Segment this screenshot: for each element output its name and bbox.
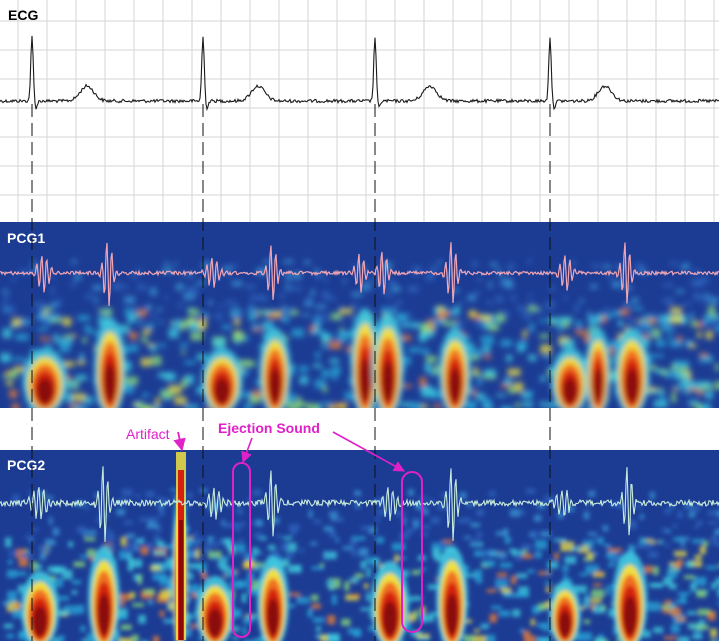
ecg-label: ECG bbox=[8, 7, 38, 23]
artifact-arrow bbox=[173, 431, 186, 452]
ecg-grid bbox=[0, 0, 719, 222]
ejection-arrow-left bbox=[241, 437, 253, 464]
pcg2-panel: PCG2 bbox=[0, 450, 719, 641]
ejection-arrow-right bbox=[332, 431, 405, 472]
pcg1-panel: PCG1 bbox=[0, 222, 719, 408]
ecg-trace bbox=[0, 35, 719, 112]
r-peak-markers bbox=[31, 104, 551, 641]
pcg2-waveform bbox=[0, 466, 719, 542]
pcg1-waveform bbox=[0, 242, 719, 307]
ejection-sound-marker-2 bbox=[401, 471, 423, 633]
ecg-panel: ECG bbox=[0, 0, 719, 222]
artifact-annotation: Artifact bbox=[126, 426, 170, 442]
pcg1-spectrogram bbox=[0, 259, 719, 408]
ejection-sound-annotation: Ejection Sound bbox=[218, 420, 320, 436]
pcg1-label: PCG1 bbox=[7, 230, 45, 246]
annotations: Artifact Ejection Sound bbox=[126, 420, 423, 638]
ejection-sound-marker-1 bbox=[232, 462, 251, 638]
pcg2-label: PCG2 bbox=[7, 457, 45, 473]
